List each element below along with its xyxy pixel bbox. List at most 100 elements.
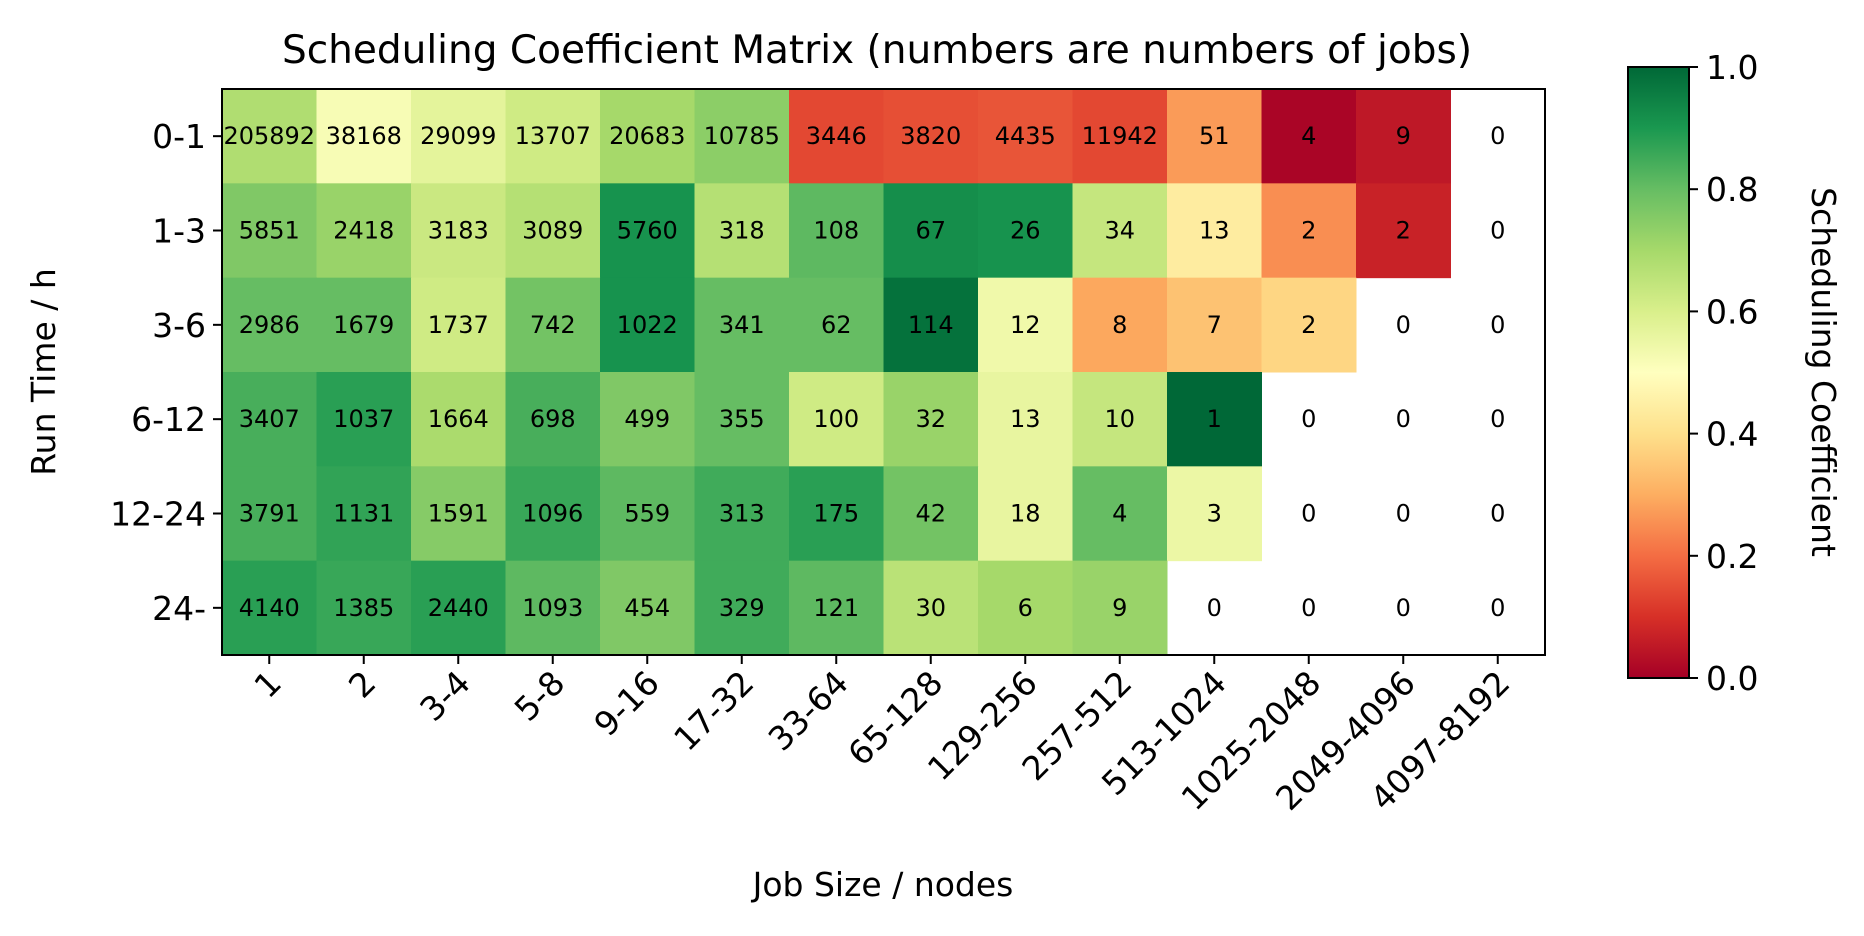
heatmap-cell bbox=[505, 89, 601, 184]
heatmap-cell bbox=[505, 560, 601, 656]
cell-count-label: 559 bbox=[624, 500, 670, 528]
heatmap-cell bbox=[222, 183, 317, 279]
heatmap-cell bbox=[789, 466, 884, 562]
heatmap-cell bbox=[1261, 183, 1357, 279]
y-tick-label: 3-6 bbox=[152, 306, 206, 345]
cell-count-label: 0 bbox=[1490, 500, 1505, 528]
cell-count-label: 0 bbox=[1396, 594, 1411, 622]
cell-count-label: 6 bbox=[1018, 594, 1033, 622]
heatmap-cell bbox=[789, 277, 884, 373]
cell-count-label: 121 bbox=[813, 594, 859, 622]
cell-count-label: 3791 bbox=[239, 500, 300, 528]
colorbar-tick-label: 0.2 bbox=[1706, 537, 1758, 576]
cell-count-label: 1591 bbox=[428, 500, 489, 528]
cell-count-label: 4140 bbox=[239, 594, 300, 622]
heatmap-cell bbox=[1261, 89, 1357, 184]
x-tick-label: 3-4 bbox=[412, 663, 478, 729]
heatmap-cell bbox=[505, 466, 601, 562]
heatmap-cell bbox=[316, 466, 412, 562]
cell-count-label: 318 bbox=[719, 217, 765, 245]
cell-count-label: 1679 bbox=[333, 311, 394, 339]
heatmap-cell-labels: 205892 38168 29099 13707 20683 10785 3446 3820 4… bbox=[223, 122, 1505, 622]
heatmap-cell bbox=[789, 183, 884, 279]
cell-count-label: 3446 bbox=[806, 122, 867, 150]
cell-count-label: 42 bbox=[915, 500, 946, 528]
cell-count-label: 13707 bbox=[515, 122, 591, 150]
cell-count-label: 3 bbox=[1207, 500, 1222, 528]
cell-count-label: 1131 bbox=[333, 500, 394, 528]
cell-count-label: 9 bbox=[1112, 594, 1127, 622]
heatmap-cell bbox=[978, 466, 1073, 562]
heatmap-cell bbox=[1167, 277, 1262, 373]
cell-count-label: 2986 bbox=[239, 311, 300, 339]
heatmap-cell bbox=[505, 372, 601, 467]
heatmap-cell bbox=[694, 277, 790, 373]
cell-count-label: 12 bbox=[1010, 311, 1041, 339]
cell-count-label: 0 bbox=[1396, 311, 1411, 339]
cell-count-label: 3183 bbox=[428, 217, 489, 245]
heatmap-cell bbox=[883, 89, 979, 184]
cell-count-label: 13 bbox=[1010, 405, 1041, 433]
heatmap-cell bbox=[600, 89, 695, 184]
heatmap-cell bbox=[978, 560, 1073, 656]
heatmap-cell bbox=[694, 466, 790, 562]
cell-count-label: 3089 bbox=[522, 217, 583, 245]
colorbar: 0.0 0.2 0.4 0.6 0.8 1.0 Scheduling Coefficien… bbox=[1627, 48, 1843, 698]
cell-count-label: 0 bbox=[1490, 405, 1505, 433]
heatmap-cell bbox=[694, 89, 790, 184]
heatmap-cell bbox=[789, 89, 884, 184]
cell-count-label: 8 bbox=[1112, 311, 1127, 339]
cell-count-label: 10 bbox=[1104, 405, 1135, 433]
heatmap-cell bbox=[316, 560, 412, 656]
heatmap-cell bbox=[316, 277, 412, 373]
heatmap-cell bbox=[1261, 277, 1357, 373]
heatmap-cell bbox=[505, 277, 601, 373]
cell-count-label: 0 bbox=[1207, 594, 1222, 622]
cell-count-label: 1 bbox=[1207, 405, 1222, 433]
cell-count-label: 313 bbox=[719, 500, 765, 528]
cell-count-label: 5760 bbox=[617, 217, 678, 245]
heatmap-cell bbox=[600, 466, 695, 562]
x-tick-label: 5-8 bbox=[507, 663, 573, 729]
heatmap-cell bbox=[600, 277, 695, 373]
heatmap-cell bbox=[316, 183, 412, 279]
heatmap-cell bbox=[411, 183, 506, 279]
cell-count-label: 38168 bbox=[326, 122, 402, 150]
heatmap-cell bbox=[222, 466, 317, 562]
heatmap-cell bbox=[883, 277, 979, 373]
cell-count-label: 1037 bbox=[333, 405, 394, 433]
cell-count-label: 1022 bbox=[617, 311, 678, 339]
cell-count-label: 454 bbox=[624, 594, 670, 622]
y-tick-label: 0-1 bbox=[152, 117, 206, 156]
cell-count-label: 742 bbox=[530, 311, 576, 339]
heatmap-cell bbox=[1167, 183, 1262, 279]
heatmap-cell bbox=[1072, 89, 1168, 184]
cell-count-label: 4435 bbox=[995, 122, 1056, 150]
cell-count-label: 3407 bbox=[239, 405, 300, 433]
heatmap-cell bbox=[789, 560, 884, 656]
heatmap-cell bbox=[883, 560, 979, 656]
heatmap-cell bbox=[1167, 89, 1262, 184]
cell-count-label: 62 bbox=[821, 311, 852, 339]
y-tick-label: 1-3 bbox=[152, 212, 206, 251]
cell-count-label: 0 bbox=[1396, 500, 1411, 528]
heatmap-cell bbox=[600, 183, 695, 279]
cell-count-label: 355 bbox=[719, 405, 765, 433]
cell-count-label: 67 bbox=[915, 217, 946, 245]
heatmap-cell bbox=[883, 466, 979, 562]
cell-count-label: 1385 bbox=[333, 594, 394, 622]
cell-count-label: 2440 bbox=[428, 594, 489, 622]
cell-count-label: 5851 bbox=[239, 217, 300, 245]
heatmap-cell bbox=[1167, 372, 1262, 467]
cell-count-label: 10785 bbox=[704, 122, 780, 150]
heatmap-cell bbox=[1072, 560, 1168, 656]
colorbar-label: Scheduling Coefficient bbox=[1804, 187, 1843, 557]
heatmap-cell bbox=[411, 277, 506, 373]
heatmap-cell bbox=[694, 183, 790, 279]
cell-count-label: 175 bbox=[813, 500, 859, 528]
heatmap-cell bbox=[1356, 183, 1451, 279]
colorbar-tick-label: 0.8 bbox=[1706, 170, 1758, 209]
chart-title: Scheduling Coefficient Matrix (numbers a… bbox=[282, 28, 1472, 73]
cell-count-label: 4 bbox=[1301, 122, 1316, 150]
